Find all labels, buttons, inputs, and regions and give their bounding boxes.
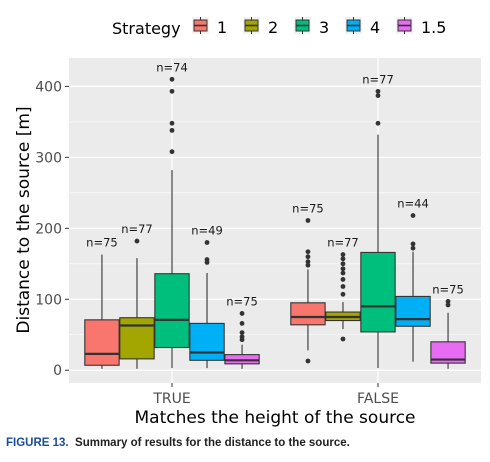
- outlier-point: [305, 262, 311, 268]
- box-false-strategy-3: n=77: [360, 72, 396, 369]
- legend-entry-1: 1: [192, 17, 227, 37]
- outlier-point: [340, 266, 346, 272]
- outlier-point: [169, 88, 175, 94]
- count-annotation: n=77: [362, 72, 394, 86]
- outlier-point: [239, 311, 245, 316]
- caption-text: Summary of results for the distance to t…: [75, 437, 350, 449]
- x-axis: TRUE FALSE: [152, 383, 399, 407]
- legend-label: 4: [370, 18, 380, 37]
- outlier-point: [340, 276, 346, 282]
- count-annotation: n=77: [121, 222, 153, 236]
- outlier-point: [445, 302, 451, 308]
- outlier-point: [340, 261, 346, 267]
- outlier-point: [340, 291, 346, 297]
- x-tick-label: TRUE: [152, 391, 190, 407]
- count-annotation: n=75: [86, 236, 118, 250]
- box-true-strategy-2: n=77: [119, 222, 155, 369]
- outlier-point: [410, 241, 416, 247]
- y-tick-label: 300: [35, 150, 62, 166]
- outlier-point: [340, 252, 346, 257]
- box-false-strategy-2: n=77: [325, 236, 361, 342]
- box-false-strategy-4: n=44: [395, 197, 431, 362]
- x-tick-label: FALSE: [357, 391, 399, 407]
- count-annotation: n=75: [292, 202, 324, 216]
- box-iqr: [154, 273, 190, 349]
- outlier-point: [305, 358, 311, 364]
- y-axis: 0 100 200 300 400: [35, 79, 69, 379]
- count-annotation: n=74: [156, 60, 188, 74]
- y-tick-label: 200: [35, 221, 62, 237]
- outlier-point: [305, 249, 311, 255]
- outlier-point: [204, 257, 210, 262]
- outlier-point: [169, 127, 175, 133]
- y-tick-label: 100: [35, 292, 62, 308]
- box-iqr: [395, 295, 431, 327]
- outlier-point: [204, 240, 210, 245]
- box-true-strategy-1-5: n=75: [224, 294, 260, 369]
- legend: Strategy 1 2 3 4 1.5: [112, 17, 446, 38]
- outlier-point: [340, 270, 346, 276]
- legend-entry-1-5: 1.5: [396, 17, 446, 37]
- box-false-strategy-1: n=75: [290, 202, 326, 364]
- y-tick-label: 400: [35, 79, 62, 95]
- count-annotation: n=49: [191, 223, 223, 237]
- outlier-point: [340, 336, 346, 342]
- y-axis-label: Distance to the source [m]: [14, 106, 34, 333]
- legend-entry-4: 4: [345, 17, 380, 37]
- legend-title: Strategy: [112, 19, 181, 38]
- box-iqr: [84, 319, 120, 366]
- outlier-point: [375, 93, 381, 99]
- outlier-point: [169, 76, 175, 82]
- boxplot-chart: Strategy 1 2 3 4 1.5 n=75n=77n=74n=49n=75n=75…: [14, 17, 481, 428]
- outlier-point: [239, 320, 245, 326]
- box-true-strategy-4: n=49: [189, 223, 225, 369]
- box-true-strategy-1: n=75: [84, 236, 120, 369]
- legend-entry-2: 2: [243, 17, 278, 37]
- outlier-point: [169, 120, 175, 126]
- legend-label: 1.5: [421, 18, 446, 37]
- outlier-point: [134, 238, 140, 244]
- box-series: n=75n=77n=74n=49n=75n=75n=77n=77n=44n=75: [84, 60, 466, 369]
- caption-label: FIGURE 13.: [6, 437, 69, 449]
- legend-label: 1: [217, 18, 227, 37]
- x-axis-label: Matches the height of the source: [134, 408, 415, 428]
- box-iqr: [290, 302, 326, 326]
- count-annotation: n=44: [397, 197, 429, 211]
- legend-label: 3: [319, 18, 329, 37]
- outlier-point: [305, 254, 311, 260]
- box-iqr: [189, 322, 225, 361]
- y-tick-label: 0: [53, 363, 62, 379]
- outlier-point: [375, 88, 381, 94]
- outlier-point: [239, 334, 245, 340]
- count-annotation: n=75: [226, 294, 258, 308]
- count-annotation: n=75: [432, 282, 464, 296]
- outlier-point: [169, 149, 175, 155]
- box-true-strategy-3: n=74: [154, 60, 190, 369]
- outlier-point: [305, 259, 311, 265]
- box-iqr: [360, 251, 396, 333]
- box-iqr: [119, 317, 155, 360]
- outlier-point: [410, 245, 416, 251]
- box-false-strategy-1-5: n=75: [430, 282, 466, 369]
- outlier-point: [340, 284, 346, 289]
- figure-caption: FIGURE 13. Summary of results for the di…: [6, 437, 350, 449]
- outlier-point: [375, 120, 381, 126]
- outlier-point: [340, 256, 346, 262]
- outlier-point: [305, 218, 311, 223]
- legend-entry-3: 3: [294, 17, 329, 37]
- box-iqr: [430, 341, 466, 364]
- legend-label: 2: [268, 18, 278, 37]
- outlier-point: [410, 213, 416, 218]
- outlier-point: [239, 330, 245, 336]
- count-annotation: n=77: [327, 236, 359, 250]
- outlier-point: [445, 298, 451, 304]
